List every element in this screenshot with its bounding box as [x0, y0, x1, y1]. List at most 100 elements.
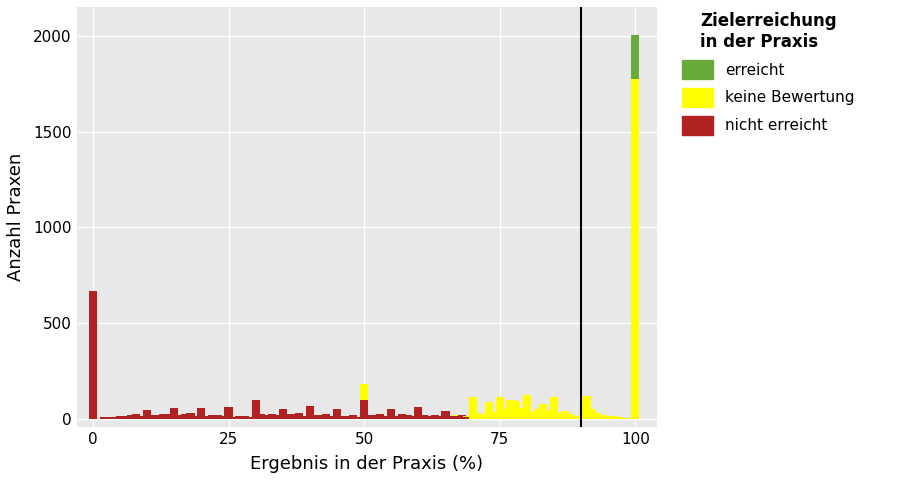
Bar [197, 408, 205, 419]
Bar [496, 396, 504, 419]
Bar [338, 416, 346, 419]
Bar [523, 395, 531, 419]
Bar [284, 414, 292, 419]
Bar [143, 410, 151, 419]
Bar [419, 415, 428, 419]
Bar [582, 396, 590, 419]
Bar [355, 417, 363, 419]
Bar [344, 416, 352, 419]
Bar [392, 416, 400, 419]
X-axis label: Ergebnis in der Praxis (%): Ergebnis in der Praxis (%) [250, 455, 483, 473]
Bar [116, 416, 124, 419]
Bar [534, 409, 542, 419]
Bar [224, 407, 232, 419]
Bar [306, 406, 314, 419]
Bar [122, 416, 130, 419]
Bar [474, 413, 482, 419]
Bar [376, 414, 384, 419]
Bar [301, 416, 309, 419]
Y-axis label: Anzahl Praxen: Anzahl Praxen [7, 153, 25, 281]
Bar [572, 416, 580, 419]
Bar [100, 417, 108, 419]
Bar [295, 413, 303, 419]
Bar [469, 396, 477, 419]
Bar [555, 413, 563, 419]
Bar [446, 416, 455, 419]
Bar [138, 416, 146, 419]
Bar [550, 396, 558, 419]
Bar [631, 79, 639, 419]
Bar [544, 410, 553, 419]
Bar [480, 414, 488, 419]
Bar [333, 409, 341, 419]
Bar [458, 415, 466, 419]
Bar [604, 416, 612, 419]
Bar [154, 415, 162, 419]
Bar [414, 407, 422, 419]
Bar [230, 417, 238, 419]
Bar [436, 416, 444, 419]
Bar [609, 416, 617, 419]
Bar [593, 413, 601, 419]
Bar [430, 415, 438, 419]
Bar [322, 414, 330, 419]
Bar [626, 418, 634, 419]
Bar [192, 416, 200, 419]
Bar [111, 417, 119, 419]
Bar [398, 414, 406, 419]
Bar [105, 418, 113, 419]
Bar [528, 412, 536, 419]
Bar [240, 416, 248, 419]
Bar [165, 414, 173, 419]
Bar [176, 415, 184, 419]
Bar [328, 416, 336, 419]
Bar [382, 416, 390, 419]
Bar [170, 408, 178, 419]
Bar [512, 401, 520, 419]
Bar [452, 416, 461, 419]
Bar [132, 414, 140, 419]
Bar [290, 414, 298, 419]
Bar [403, 415, 411, 419]
Bar [219, 416, 227, 419]
Bar [464, 416, 472, 417]
Bar [252, 400, 260, 419]
Bar [263, 415, 271, 419]
Bar [213, 415, 221, 419]
Bar [268, 414, 276, 419]
Bar [539, 404, 547, 419]
Bar [387, 409, 395, 419]
Bar [360, 400, 368, 419]
Bar [566, 414, 574, 419]
Bar [507, 400, 515, 419]
Bar [360, 384, 368, 400]
Bar [317, 415, 325, 419]
Bar [257, 414, 266, 419]
Bar [371, 415, 379, 419]
Bar [441, 411, 449, 419]
Bar [365, 415, 374, 419]
Legend: erreicht, keine Bewertung, nicht erreicht: erreicht, keine Bewertung, nicht erreich… [676, 6, 860, 141]
Bar [491, 412, 499, 419]
Bar [349, 415, 357, 419]
Bar [181, 414, 189, 419]
Bar [561, 411, 569, 419]
Bar [501, 409, 509, 419]
Bar [620, 418, 628, 419]
Bar [588, 409, 596, 419]
Bar [279, 409, 287, 419]
Bar [615, 417, 623, 419]
Bar [89, 291, 97, 419]
Bar [208, 415, 216, 419]
Bar [246, 418, 255, 419]
Bar [518, 408, 526, 419]
Bar [127, 415, 135, 419]
Bar [485, 402, 493, 419]
Bar [159, 414, 167, 419]
Bar [425, 416, 433, 419]
Bar [186, 413, 194, 419]
Bar [631, 35, 639, 79]
Bar [274, 415, 282, 419]
Bar [148, 415, 157, 419]
Bar [235, 416, 243, 419]
